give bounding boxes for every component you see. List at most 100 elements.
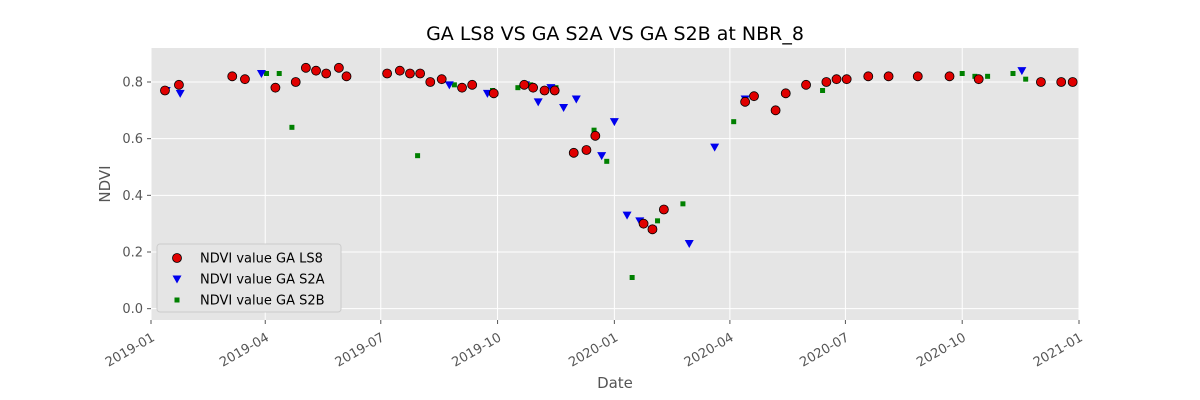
y-tick-label: 0.4 [122, 189, 143, 204]
data-point [821, 77, 832, 87]
data-point [1010, 71, 1016, 76]
x-tick-label: 2020-04 [682, 330, 737, 370]
data-point [740, 96, 751, 107]
data-point [684, 240, 694, 248]
y-axis-ticks: 0.0 0.2 0.4 0.6 0.8 [122, 76, 151, 317]
series-0-points [160, 62, 1078, 235]
data-point [425, 77, 436, 87]
data-point [629, 275, 635, 280]
data-point [533, 98, 543, 107]
y-axis-label: NDVI [96, 165, 114, 202]
legend-box [156, 243, 342, 313]
x-axis-label: Date [597, 374, 633, 392]
data-point [270, 82, 281, 93]
data-point [175, 89, 185, 98]
data-point [394, 65, 405, 76]
data-point [883, 71, 894, 82]
legend-marker [172, 253, 182, 263]
y-tick-label: 0.2 [122, 246, 143, 261]
data-point [415, 153, 421, 159]
data-point [590, 130, 601, 141]
data-point [341, 71, 352, 82]
data-point [174, 79, 184, 90]
data-point [820, 88, 826, 93]
data-point [731, 119, 737, 125]
data-point [444, 81, 454, 90]
data-point [973, 74, 984, 85]
legend-label: NDVI value GA S2B [200, 294, 325, 309]
data-point [944, 71, 955, 82]
data-point [591, 127, 597, 133]
data-point [515, 85, 521, 91]
data-point [571, 95, 581, 104]
x-axis-ticks: 2019-01 2019-04 2019-07 2019-10 2020-01 2020-… [103, 320, 1086, 371]
x-tick-label: 2019-01 [103, 330, 158, 370]
data-point [333, 62, 344, 73]
x-tick-label: 2020-01 [566, 330, 621, 370]
chart-legend: NDVI value GA LS8 NDVI value GA S2A NDVI v… [156, 243, 342, 313]
y-tick-label: 0.8 [122, 76, 143, 91]
data-point [597, 152, 607, 161]
y-tick-label: 0.6 [122, 132, 143, 147]
data-point [405, 68, 415, 79]
data-point [1036, 77, 1046, 87]
x-tick-label: 2019-07 [333, 330, 388, 370]
data-point [290, 77, 301, 87]
data-point [959, 71, 965, 76]
data-point [467, 79, 478, 90]
data-point [1017, 67, 1027, 76]
data-point [528, 82, 539, 93]
data-point [680, 201, 686, 207]
data-point [451, 82, 457, 88]
data-point [240, 74, 250, 85]
data-point [801, 79, 811, 90]
data-point [488, 88, 499, 99]
x-tick-label: 2021-01 [1031, 330, 1086, 370]
data-point [264, 71, 270, 76]
data-point [1023, 76, 1029, 82]
data-point [382, 68, 393, 79]
data-point [549, 85, 560, 96]
legend-label: NDVI value GA S2A [200, 273, 325, 288]
data-points [160, 62, 1078, 280]
data-point [658, 204, 669, 215]
data-point [519, 79, 530, 90]
data-point [710, 143, 720, 152]
data-point [581, 145, 592, 155]
data-point [770, 105, 781, 116]
x-tick-label: 2020-10 [914, 330, 969, 370]
y-tick-label: 0.0 [122, 302, 143, 317]
data-point [841, 74, 852, 85]
data-point [647, 224, 658, 235]
data-point [289, 124, 295, 130]
chart-title: GA LS8 VS GA S2A VS GA S2B at NBR_8 [426, 23, 804, 45]
data-point [655, 218, 661, 224]
data-point [160, 85, 170, 96]
data-point [780, 88, 791, 99]
data-point [539, 85, 550, 96]
data-point [300, 62, 311, 73]
data-point [1056, 77, 1067, 87]
data-point [622, 211, 632, 220]
data-point [227, 71, 238, 82]
data-point [559, 104, 569, 112]
data-point [276, 71, 282, 76]
data-point [749, 91, 759, 102]
data-point [311, 65, 321, 76]
data-point [638, 218, 649, 229]
data-point [912, 71, 923, 82]
data-point [568, 147, 579, 158]
data-point [1067, 77, 1078, 87]
data-point [609, 118, 619, 127]
x-tick-label: 2020-07 [797, 330, 852, 370]
data-point [604, 158, 610, 164]
legend-label: NDVI value GA LS8 [200, 252, 323, 267]
data-point [321, 68, 332, 79]
x-tick-label: 2019-04 [217, 330, 272, 370]
data-point [985, 73, 991, 79]
legend-marker [172, 275, 182, 284]
data-point [863, 71, 874, 82]
data-point [457, 82, 467, 93]
data-point [436, 74, 447, 85]
